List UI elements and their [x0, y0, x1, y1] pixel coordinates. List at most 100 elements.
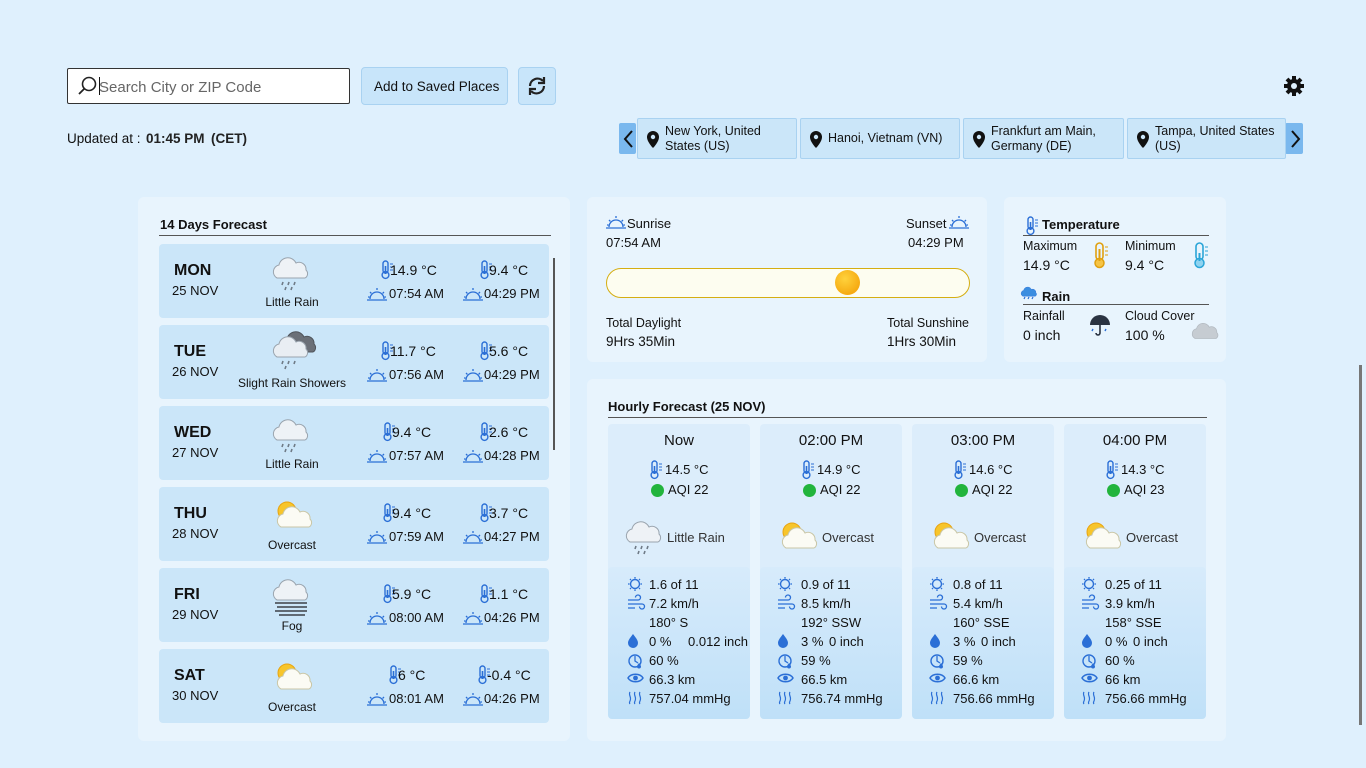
- sunset: 04:29 PM: [484, 367, 540, 382]
- press-icon: [778, 691, 792, 705]
- icon-shape: [778, 634, 788, 648]
- icon-shape: [465, 453, 481, 462]
- humid-icon: [628, 654, 642, 669]
- day-date: 27 NOV: [172, 445, 219, 460]
- icon-shape: [368, 531, 386, 541]
- sunrise-icon: [367, 612, 387, 625]
- icon-shape: [369, 291, 385, 300]
- icon-shape: [464, 450, 482, 460]
- eye-icon: [777, 673, 794, 683]
- icon-shape: [634, 656, 639, 664]
- thermo-icon: [1026, 216, 1038, 236]
- saved-place[interactable]: New York, United States (US): [637, 118, 797, 159]
- updated-time: 01:45 PM: [146, 131, 205, 146]
- saved-place[interactable]: Hanoi, Vietnam (VN): [800, 118, 960, 159]
- divider: [1023, 235, 1209, 236]
- pin-icon: [810, 131, 822, 148]
- pin-icon: [647, 131, 659, 148]
- pressure: 757.04 mmHg: [649, 691, 731, 706]
- icon-shape: [936, 656, 941, 664]
- overcast-icon: [276, 501, 313, 528]
- icon-shape: [1082, 691, 1096, 705]
- hour-column: 02:00 PM 14.9 °C AQI 22 Overcast 0.9 of 11 8.…: [760, 424, 902, 719]
- aqi: AQI 22: [820, 482, 861, 497]
- icon-shape: [464, 612, 482, 622]
- sunset-icon: [463, 450, 483, 463]
- visibility: 66.6 km: [953, 672, 1000, 687]
- icon-shape: [650, 134, 656, 140]
- condition: Fog: [281, 619, 303, 633]
- rainfall-label: Rainfall: [1023, 309, 1065, 323]
- icon-shape: [1088, 656, 1093, 664]
- sunset-icon: [463, 369, 483, 382]
- min-temp: 3.7 °C: [489, 505, 529, 521]
- sunset-icon: [463, 531, 483, 544]
- pressure: 756.66 mmHg: [953, 691, 1035, 706]
- icon-shape: [623, 130, 633, 148]
- page-scrollbar: [1359, 365, 1362, 725]
- hour-condition: Overcast: [822, 530, 875, 545]
- min-temp: 2.6 °C: [489, 424, 529, 440]
- max-temp: 14.9 °C: [390, 262, 437, 278]
- precip: 0 inch: [981, 634, 1016, 649]
- scrollbar: [553, 258, 555, 450]
- icon-shape: [530, 85, 546, 95]
- icon-shape: [78, 87, 86, 95]
- icon-shape: [276, 668, 313, 690]
- aqi-dot: [1107, 484, 1120, 497]
- next-button[interactable]: [1285, 123, 1303, 154]
- left-icon: [623, 130, 633, 148]
- icon-shape: [390, 263, 393, 271]
- max-label: Maximum: [1023, 239, 1078, 253]
- icon-shape: [633, 675, 638, 681]
- divider: [159, 235, 551, 236]
- icon-shape: [1105, 246, 1108, 256]
- min-value: 9.4 °C: [1125, 257, 1165, 273]
- thermo-icon: [383, 584, 395, 604]
- min-temp: 9.4 °C: [489, 262, 529, 278]
- saved-place[interactable]: Tampa, United States (US): [1127, 118, 1286, 159]
- rainSmall-icon: [1020, 286, 1037, 300]
- sunrise-icon: [367, 693, 387, 706]
- day-date: 25 NOV: [172, 283, 219, 298]
- day-date: 30 NOV: [172, 688, 219, 703]
- search-box[interactable]: Search City or ZIP Code: [67, 68, 350, 104]
- icon-shape: [398, 668, 401, 676]
- icon-shape: [950, 216, 968, 226]
- sunset: 04:26 PM: [484, 610, 540, 625]
- add-button[interactable]: Add to Saved Places: [361, 67, 508, 105]
- icon-shape: [778, 654, 792, 668]
- icon-shape: [464, 531, 482, 541]
- humidity: 60 %: [649, 653, 679, 668]
- icon-shape: [784, 656, 789, 664]
- condition: Overcast: [267, 538, 317, 552]
- thermo-icon: [383, 503, 395, 523]
- refresh-button[interactable]: [518, 67, 556, 105]
- saved-place[interactable]: Frankfurt am Main, Germany (DE): [963, 118, 1124, 159]
- icon-shape: [813, 134, 819, 140]
- prev-button[interactable]: [619, 123, 636, 154]
- sunrise-label: Sunrise: [627, 216, 672, 231]
- icon-shape: [933, 527, 970, 549]
- icon-shape: [369, 696, 385, 705]
- icon-shape: [811, 463, 814, 471]
- icon-shape: [628, 691, 642, 705]
- icon-shape: [465, 696, 481, 705]
- icon-shape: [625, 521, 662, 543]
- icon-shape: [608, 219, 624, 228]
- rain-icon: [272, 257, 309, 291]
- precip-chance: 3 %: [801, 634, 824, 649]
- icon-shape: [1115, 463, 1118, 471]
- icon-shape: [464, 369, 482, 379]
- sunrise-icon: [606, 216, 626, 229]
- thermo-icon: [480, 422, 492, 442]
- icon-shape: [939, 663, 943, 669]
- icon-shape: [1023, 296, 1034, 300]
- hour-temp: 14.3 °C: [1121, 462, 1165, 477]
- icon-shape: [976, 134, 982, 140]
- thermo-icon: [478, 665, 490, 685]
- drop-icon: [1082, 634, 1092, 648]
- gear-icon[interactable]: [1284, 76, 1324, 116]
- hourly-panel: Hourly Forecast (25 NOV) Now 14.5 °C AQI 22…: [587, 379, 1226, 741]
- icon-shape: [778, 594, 796, 610]
